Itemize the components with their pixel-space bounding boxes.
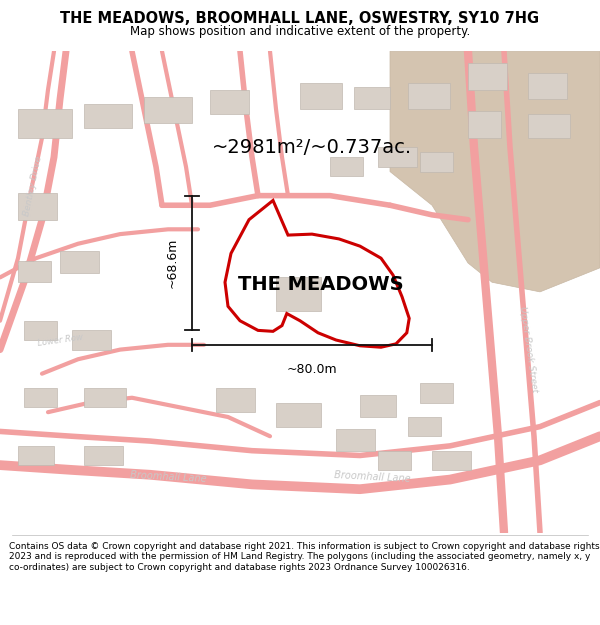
Bar [24, 321, 57, 340]
Text: Broomhall Lane: Broomhall Lane [334, 470, 410, 484]
Bar [84, 388, 126, 408]
Bar [468, 63, 507, 90]
Bar [528, 73, 567, 99]
Bar [276, 402, 321, 427]
Bar [336, 429, 375, 451]
Bar [432, 451, 471, 470]
Bar [378, 451, 411, 470]
Bar [84, 104, 132, 128]
Bar [216, 388, 255, 412]
Bar [408, 417, 441, 436]
Text: ~68.6m: ~68.6m [166, 238, 179, 288]
Bar [330, 157, 363, 176]
Bar [360, 396, 396, 417]
Bar [18, 193, 57, 219]
Bar [378, 148, 417, 167]
Text: Upper Brook Street: Upper Brook Street [518, 306, 538, 393]
Polygon shape [390, 51, 600, 292]
Bar [72, 331, 111, 349]
Bar [276, 278, 321, 311]
Bar [144, 97, 192, 124]
Bar [468, 111, 501, 138]
Bar [18, 446, 54, 465]
Bar [18, 261, 51, 282]
Bar [408, 82, 450, 109]
Bar [300, 82, 342, 109]
Bar [60, 251, 99, 272]
Text: Contains OS data © Crown copyright and database right 2021. This information is : Contains OS data © Crown copyright and d… [9, 542, 599, 571]
Bar [354, 88, 390, 109]
Bar [210, 90, 249, 114]
Text: ~2981m²/~0.737ac.: ~2981m²/~0.737ac. [212, 138, 412, 157]
Text: THE MEADOWS: THE MEADOWS [238, 275, 404, 294]
Bar [528, 114, 570, 138]
Bar [420, 152, 453, 171]
Text: ~80.0m: ~80.0m [287, 363, 337, 376]
Text: Bentley Drive: Bentley Drive [22, 155, 44, 217]
Bar [84, 446, 123, 465]
Text: Broomhall Lane: Broomhall Lane [130, 470, 206, 484]
Bar [24, 388, 57, 408]
Text: Map shows position and indicative extent of the property.: Map shows position and indicative extent… [130, 26, 470, 39]
Text: THE MEADOWS, BROOMHALL LANE, OSWESTRY, SY10 7HG: THE MEADOWS, BROOMHALL LANE, OSWESTRY, S… [61, 11, 539, 26]
Text: Lower Row: Lower Row [37, 332, 83, 348]
Bar [420, 383, 453, 402]
Bar [18, 109, 72, 138]
